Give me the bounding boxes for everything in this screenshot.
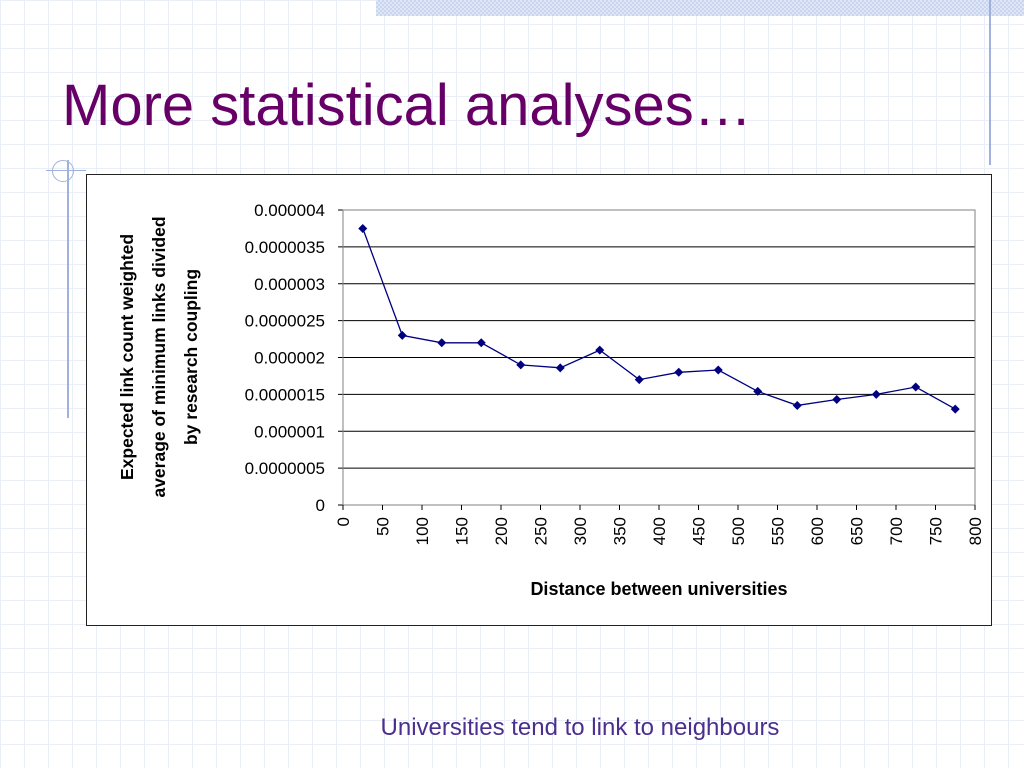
x-tick-label: 500	[729, 517, 748, 545]
y-axis-label: Expected link count weighted average of …	[117, 216, 201, 497]
y-tick-label: 0.0000035	[245, 238, 325, 257]
chart-frame: 0 0.0000005 0.000001 0.0000015 0.000002 0.000…	[86, 174, 992, 626]
x-tick-label: 700	[887, 517, 906, 545]
x-tick-label: 400	[650, 517, 669, 545]
data-point	[397, 330, 407, 340]
data-point	[871, 389, 881, 399]
data-point	[753, 386, 763, 396]
y-tick-label: 0.000003	[254, 275, 325, 294]
data-point	[437, 338, 447, 348]
data-point	[476, 338, 486, 348]
y-tick-label: 0.0000015	[245, 385, 325, 404]
y-tick-label: 0.0000025	[245, 312, 325, 331]
x-tick-label: 750	[927, 517, 946, 545]
data-points	[358, 223, 960, 414]
x-tick-label: 450	[690, 517, 709, 545]
x-tick-label: 0	[334, 517, 353, 526]
data-point	[792, 400, 802, 410]
x-tick-label: 300	[571, 517, 590, 545]
x-tick-label: 550	[769, 517, 788, 545]
x-tick-label: 150	[453, 517, 472, 545]
data-point	[516, 360, 526, 370]
y-axis-label-line-1: Expected link count weighted	[117, 234, 137, 480]
slide-title: More statistical analyses…	[62, 73, 752, 138]
y-tick-label: 0.000004	[254, 201, 325, 220]
crosshair-icon	[52, 160, 74, 182]
right-decorative-line	[989, 0, 991, 165]
gridlines	[338, 209, 975, 506]
slide-caption: Universities tend to link to neighbours	[380, 714, 780, 741]
data-point	[595, 345, 605, 355]
y-tick-label: 0	[316, 496, 325, 515]
data-point	[634, 375, 644, 385]
data-point	[358, 223, 368, 233]
top-decorative-band	[376, 0, 1024, 16]
y-tick-label: 0.000002	[254, 349, 325, 368]
data-point	[555, 363, 565, 373]
data-point	[713, 365, 723, 375]
data-point	[950, 404, 960, 414]
x-tick-label: 600	[808, 517, 827, 545]
left-decorative-line	[67, 160, 69, 418]
x-axis-label: Distance between universities	[530, 579, 787, 599]
x-tick-labels: 0 50 100 150 200 250 300 350 400 450 500 550 600 650 7…	[334, 505, 985, 545]
y-tick-labels: 0 0.0000005 0.000001 0.0000015 0.000002 0.000…	[245, 201, 325, 515]
series-line	[362, 228, 956, 410]
x-tick-label: 250	[532, 517, 551, 545]
x-tick-label: 350	[611, 517, 630, 545]
y-axis-label-line-3: by research coupling	[181, 269, 201, 445]
x-tick-label: 50	[374, 517, 393, 536]
line-chart: 0 0.0000005 0.000001 0.0000015 0.000002 0.000…	[117, 201, 985, 599]
x-tick-label: 100	[413, 517, 432, 545]
x-tick-label: 200	[492, 517, 511, 545]
y-axis-label-line-2: average of minimum links divided	[149, 216, 169, 497]
x-tick-label: 800	[966, 517, 985, 545]
data-point	[674, 367, 684, 377]
data-point	[911, 382, 921, 392]
x-tick-label: 650	[848, 517, 867, 545]
y-tick-label: 0.0000005	[245, 459, 325, 478]
y-tick-label: 0.000001	[254, 422, 325, 441]
data-point	[832, 395, 842, 405]
